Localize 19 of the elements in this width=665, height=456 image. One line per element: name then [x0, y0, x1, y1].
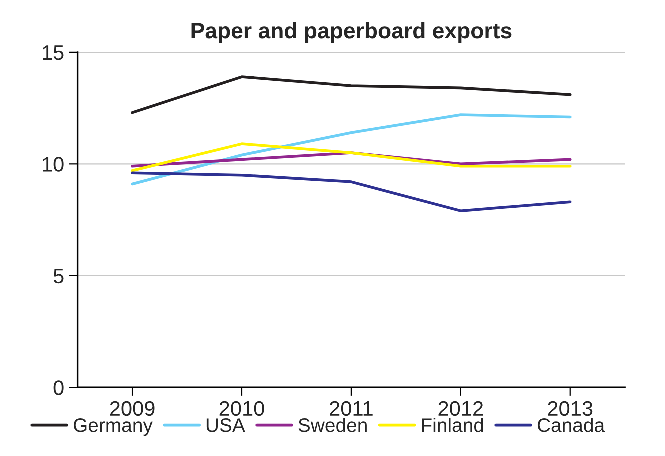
line-series: [131, 76, 572, 114]
y-tick-label: 5: [54, 269, 64, 284]
y-tick-label: 15: [43, 46, 64, 60]
line-series: [131, 172, 572, 212]
legend-label: Sweden: [298, 418, 367, 432]
legend-label: Finland: [422, 418, 484, 432]
legend-label: USA: [206, 418, 246, 432]
line-series: [131, 142, 572, 172]
legend-label: Canada: [538, 418, 606, 432]
line-series: [131, 114, 572, 186]
x-tick-label: 2012: [438, 401, 484, 416]
legend-label: Germany: [74, 418, 153, 436]
x-tick-label: 2011: [330, 401, 373, 416]
y-tick-label: 0: [54, 380, 64, 396]
x-tick-label: 2010: [220, 401, 264, 416]
chart-title: Paper and paperboard exports: [192, 22, 512, 44]
x-tick-label: 2009: [110, 401, 155, 416]
x-tick-label: 2013: [548, 401, 593, 416]
y-tick-label: 10: [43, 157, 64, 172]
